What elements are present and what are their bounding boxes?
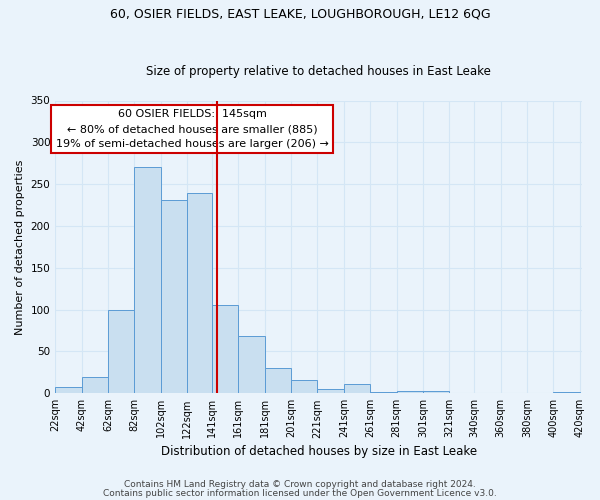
Text: 60 OSIER FIELDS:  145sqm
← 80% of detached houses are smaller (885)
19% of semi-: 60 OSIER FIELDS: 145sqm ← 80% of detache… xyxy=(56,110,329,149)
Text: Contains HM Land Registry data © Crown copyright and database right 2024.: Contains HM Land Registry data © Crown c… xyxy=(124,480,476,489)
Bar xyxy=(238,336,265,394)
Bar xyxy=(108,310,134,394)
Bar xyxy=(55,388,82,394)
Text: 60, OSIER FIELDS, EAST LEAKE, LOUGHBOROUGH, LE12 6QG: 60, OSIER FIELDS, EAST LEAKE, LOUGHBOROU… xyxy=(110,8,490,20)
Bar xyxy=(344,384,370,394)
Bar xyxy=(397,391,423,394)
Bar xyxy=(370,392,397,394)
Y-axis label: Number of detached properties: Number of detached properties xyxy=(15,159,25,334)
Bar xyxy=(187,192,212,394)
Bar xyxy=(161,200,187,394)
Title: Size of property relative to detached houses in East Leake: Size of property relative to detached ho… xyxy=(146,66,491,78)
Text: Contains public sector information licensed under the Open Government Licence v3: Contains public sector information licen… xyxy=(103,488,497,498)
Bar xyxy=(82,376,108,394)
X-axis label: Distribution of detached houses by size in East Leake: Distribution of detached houses by size … xyxy=(161,444,477,458)
Bar xyxy=(265,368,291,394)
Bar xyxy=(317,389,344,394)
Bar xyxy=(212,304,238,394)
Bar xyxy=(423,391,449,394)
Bar xyxy=(553,392,580,394)
Bar xyxy=(291,380,317,394)
Bar xyxy=(134,166,161,394)
